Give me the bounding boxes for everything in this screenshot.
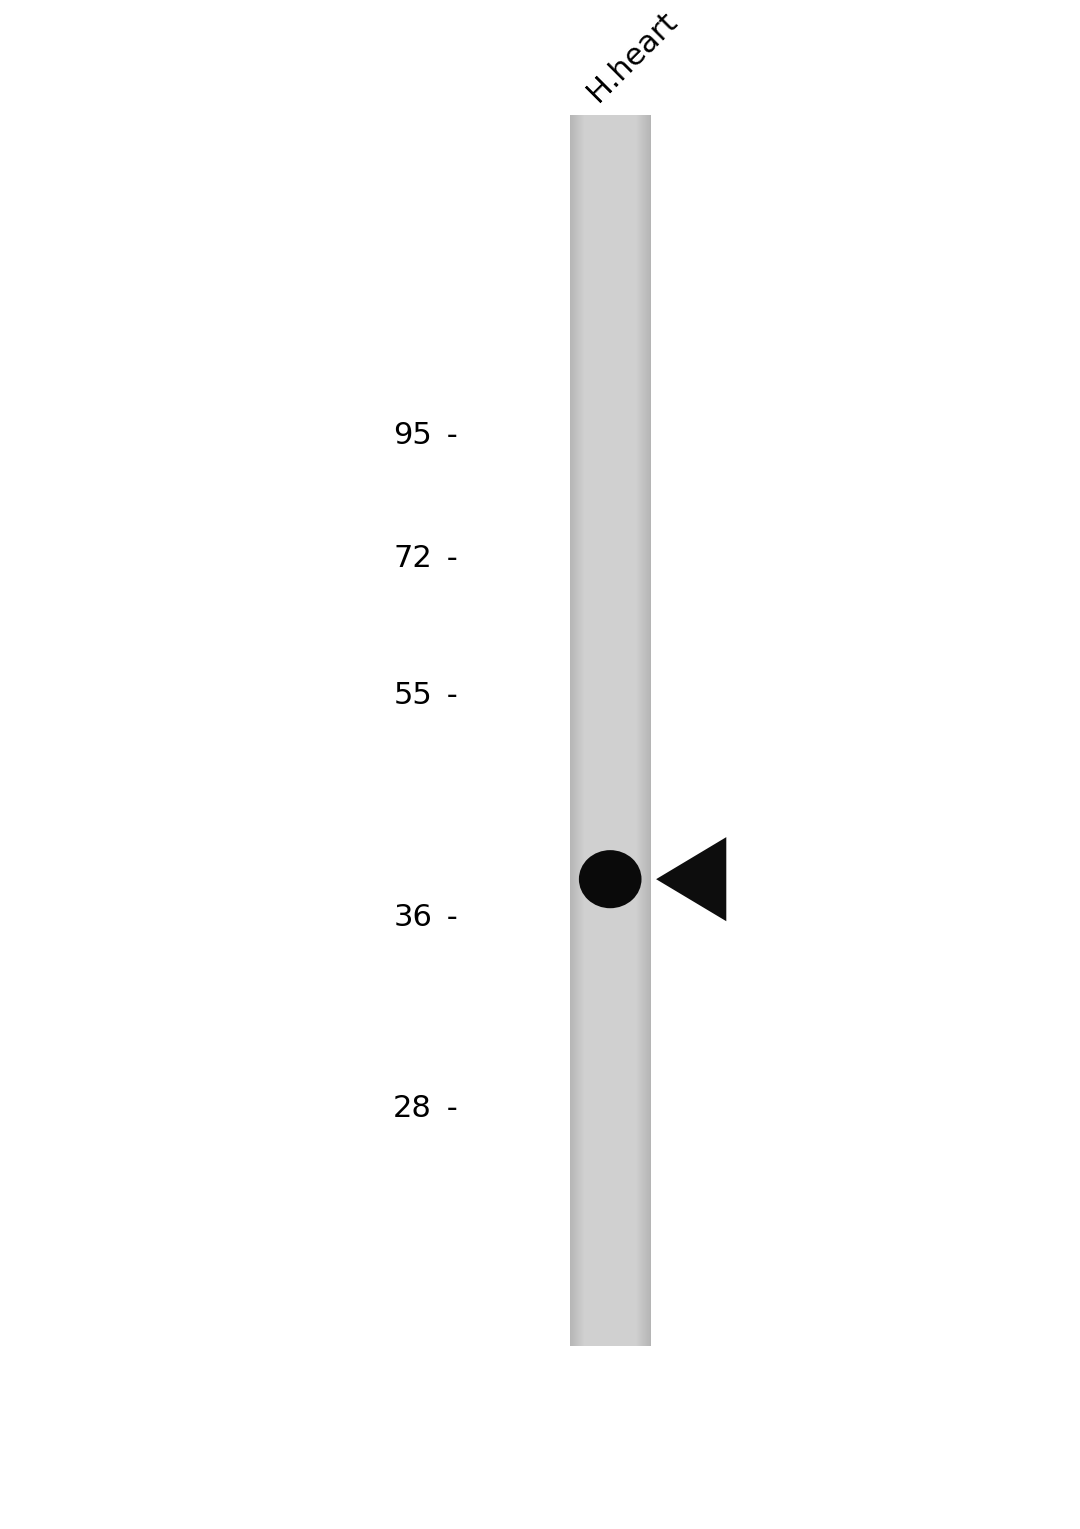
Text: H.heart: H.heart — [582, 6, 683, 107]
Ellipse shape — [579, 850, 642, 908]
Text: 28: 28 — [393, 1095, 432, 1122]
Text: -: - — [437, 422, 458, 450]
Text: -: - — [437, 544, 458, 572]
Text: 95: 95 — [393, 422, 432, 450]
Text: 72: 72 — [393, 544, 432, 572]
Bar — [570, 115, 650, 1346]
Polygon shape — [656, 836, 726, 920]
Text: -: - — [437, 1095, 458, 1122]
Text: -: - — [437, 904, 458, 931]
Text: 55: 55 — [393, 682, 432, 709]
Text: -: - — [437, 682, 458, 709]
Text: 36: 36 — [393, 904, 432, 931]
